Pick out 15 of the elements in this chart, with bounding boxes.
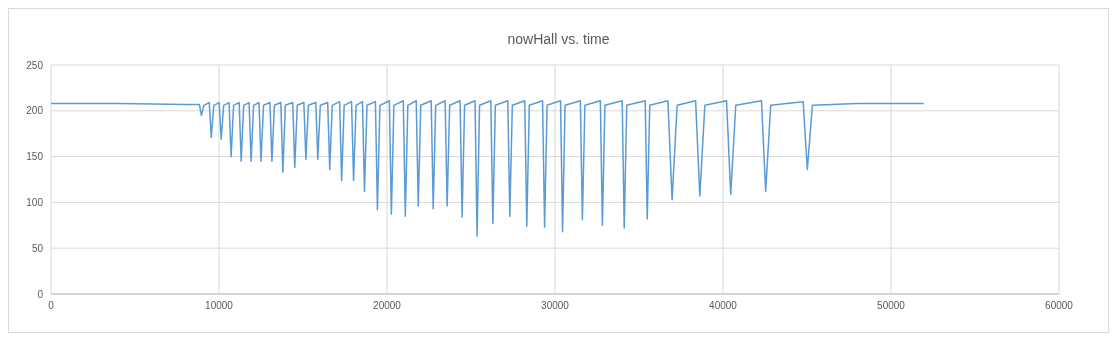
y-tick-label: 100	[26, 196, 44, 208]
y-tick-label: 150	[26, 151, 44, 163]
x-tick-label: 50000	[877, 300, 906, 312]
x-tick-label: 40000	[709, 300, 738, 312]
y-tick-label: 250	[26, 59, 44, 71]
x-tick-label: 10000	[205, 300, 234, 312]
x-tick-label: 20000	[373, 300, 402, 312]
y-tick-label: 0	[37, 288, 44, 300]
line-series	[51, 99, 925, 238]
x-tick-label: 30000	[541, 300, 570, 312]
y-tick-label: 200	[26, 105, 44, 117]
chart-title: nowHall vs. time	[506, 30, 611, 49]
x-tick-label: 60000	[1045, 300, 1074, 312]
y-tick-label: 50	[31, 242, 44, 254]
x-tick-label: 0	[48, 300, 55, 312]
